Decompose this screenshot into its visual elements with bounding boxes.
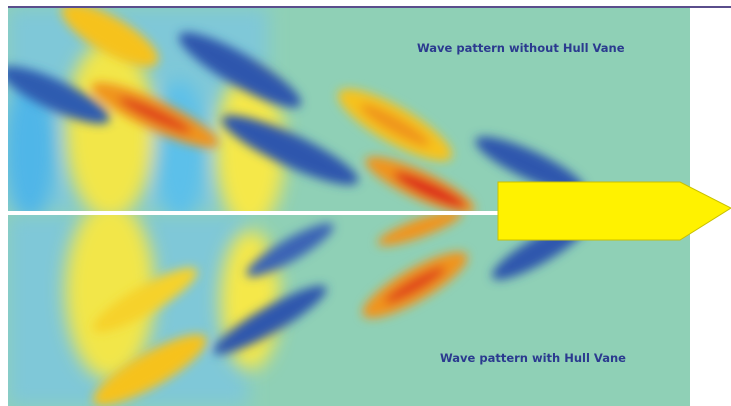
top-label: Wave pattern without Hull Vane: [417, 41, 625, 55]
hull-shape: [498, 182, 731, 240]
wave-figure: Wave pattern without Hull Vane Wave patt…: [0, 0, 731, 406]
bottom-label: Wave pattern with Hull Vane: [440, 351, 626, 365]
top-rule: [8, 6, 731, 8]
